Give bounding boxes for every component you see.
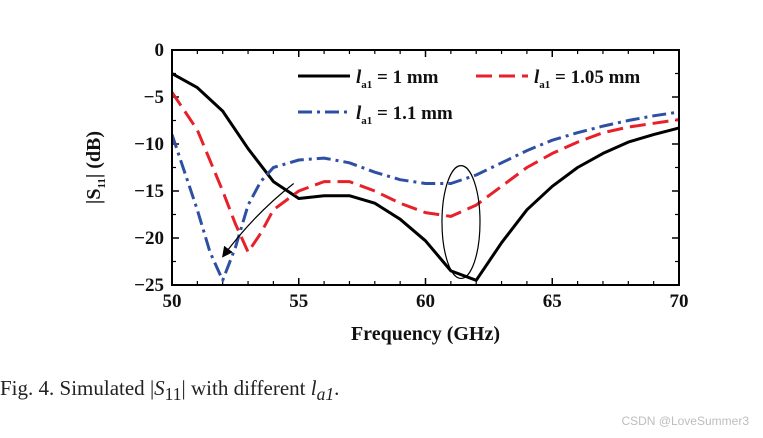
- annotation-layer: [222, 165, 481, 280]
- caption-bar-close: |: [181, 376, 186, 400]
- y-tick-label-1: −5: [144, 87, 164, 108]
- series-line-0: [172, 72, 679, 282]
- watermark: CSDN @LoveSummer3: [621, 414, 749, 428]
- tick-labels: 50 55 60 65 70 0 −5 −10 −15 −20 −25: [134, 40, 688, 312]
- caption-bar-open: |: [149, 376, 155, 400]
- caption-prefix: Fig. 4. Simulated: [0, 376, 150, 400]
- y-axis-title-main: |S: [83, 189, 105, 205]
- caption-l-sub: a1: [316, 384, 335, 405]
- y-axis-title: |S11| (dB): [83, 131, 108, 204]
- annotation-ellipse: [441, 165, 481, 280]
- legend-label-105mm: la1 = 1.05 mm: [534, 67, 640, 91]
- x-tick-label-55: 55: [289, 291, 308, 312]
- legend-value-11mm: = 1.1 mm: [372, 103, 453, 124]
- series-line-1: [172, 91, 679, 254]
- caption-l-letter: l: [310, 376, 317, 400]
- legend-sub-11mm: a1: [361, 115, 372, 127]
- series-line-2: [172, 110, 679, 282]
- x-tick-label-60: 60: [416, 291, 435, 312]
- x-axis-title: Frequency (GHz): [351, 323, 500, 345]
- legend-var-105mm: l: [534, 67, 540, 88]
- legend-label-11mm: la1 = 1.1 mm: [356, 103, 453, 127]
- y-tick-label-0: 0: [155, 40, 165, 61]
- y-tick-label-5: −25: [134, 275, 164, 296]
- legend-var-1mm: l: [356, 67, 362, 88]
- legend-value-105mm: = 1.05 mm: [550, 67, 640, 88]
- x-tick-label-50: 50: [163, 291, 182, 312]
- legend: la1 = 1 mm la1 = 1.05 mm la1 = 1.1 mm: [298, 67, 640, 127]
- figure-caption: Fig. 4. Simulated |S11| with different l…: [0, 376, 339, 405]
- y-axis-title-tail: | (dB): [83, 131, 105, 178]
- y-tick-label-2: −10: [134, 134, 164, 155]
- annotation-arrow: [222, 183, 295, 258]
- legend-value-1mm: = 1 mm: [372, 67, 438, 88]
- x-tick-label-65: 65: [543, 291, 562, 312]
- legend-var-11mm: l: [356, 103, 362, 124]
- x-tick-label-70: 70: [670, 291, 689, 312]
- y-axis-title-sub: 11: [96, 178, 108, 188]
- legend-sub-105mm: a1: [539, 79, 550, 91]
- legend-label-1mm: la1 = 1 mm: [356, 67, 439, 91]
- caption-s-sub: 11: [164, 384, 182, 405]
- caption-middle: with different: [185, 376, 311, 400]
- caption-suffix: .: [334, 376, 340, 400]
- y-tick-label-3: −15: [134, 181, 164, 202]
- legend-sub-1mm: a1: [361, 79, 372, 91]
- caption-s-letter: S: [154, 376, 165, 400]
- series-layer: [172, 72, 679, 282]
- plot-frame: [171, 49, 680, 286]
- y-tick-label-4: −20: [134, 228, 164, 249]
